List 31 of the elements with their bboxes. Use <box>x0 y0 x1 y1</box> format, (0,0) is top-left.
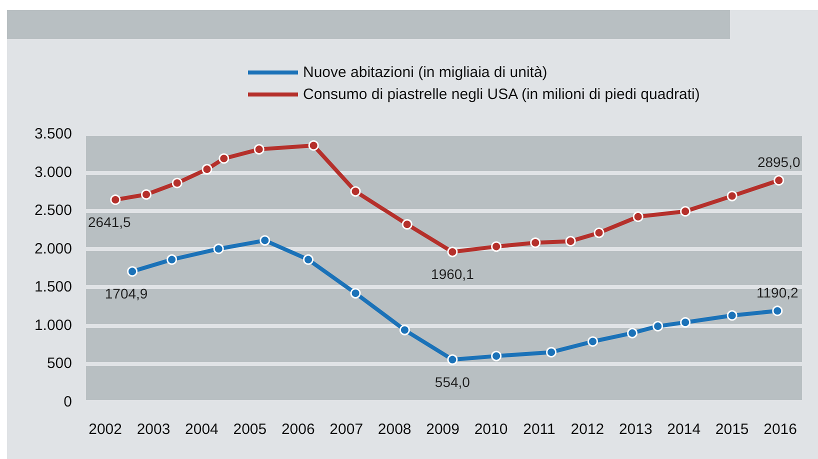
data-label: 554,0 <box>434 374 470 390</box>
y-tick-label: 1.000 <box>34 316 72 334</box>
legend-label: Nuove abitazioni (in migliaia di unità) <box>303 64 548 81</box>
y-tick-label: 1.500 <box>34 278 72 296</box>
data-label: 1704,9 <box>104 286 148 302</box>
x-tick-label: 2005 <box>233 421 267 438</box>
x-tick-label: 2010 <box>474 421 508 438</box>
y-tick-label: 2.500 <box>34 202 72 220</box>
data-label: 1960,1 <box>431 266 474 282</box>
data-label: 1190,2 <box>756 284 799 301</box>
x-tick-label: 2014 <box>667 421 701 438</box>
x-tick-label: 2004 <box>185 421 218 438</box>
x-tick-label: 2002 <box>88 421 122 438</box>
y-tick-label: 3.500 <box>34 126 72 142</box>
x-tick-label: 2008 <box>378 421 412 438</box>
x-tick-label: 2003 <box>136 421 170 438</box>
x-tick-label: 2007 <box>330 421 364 438</box>
x-tick-label: 2011 <box>523 421 556 438</box>
y-tick-label: 0 <box>64 394 72 410</box>
y-tick-label: 3.000 <box>34 164 72 181</box>
data-label: 2641,5 <box>88 214 132 230</box>
y-tick-label: 500 <box>46 355 72 372</box>
data-label: 2895,0 <box>757 154 800 170</box>
legend-label: Consumo di piastrelle negli USA (in milioni di piedi quadrati) <box>303 86 700 103</box>
x-tick-label: 2006 <box>281 421 315 438</box>
x-tick-label: 2016 <box>764 421 797 438</box>
x-tick-label: 2009 <box>426 421 460 438</box>
x-tick-label: 2013 <box>618 421 652 438</box>
y-tick-label: 2.000 <box>34 240 72 258</box>
x-tick-label: 2015 <box>715 421 749 438</box>
x-tick-label: 2012 <box>570 421 604 438</box>
